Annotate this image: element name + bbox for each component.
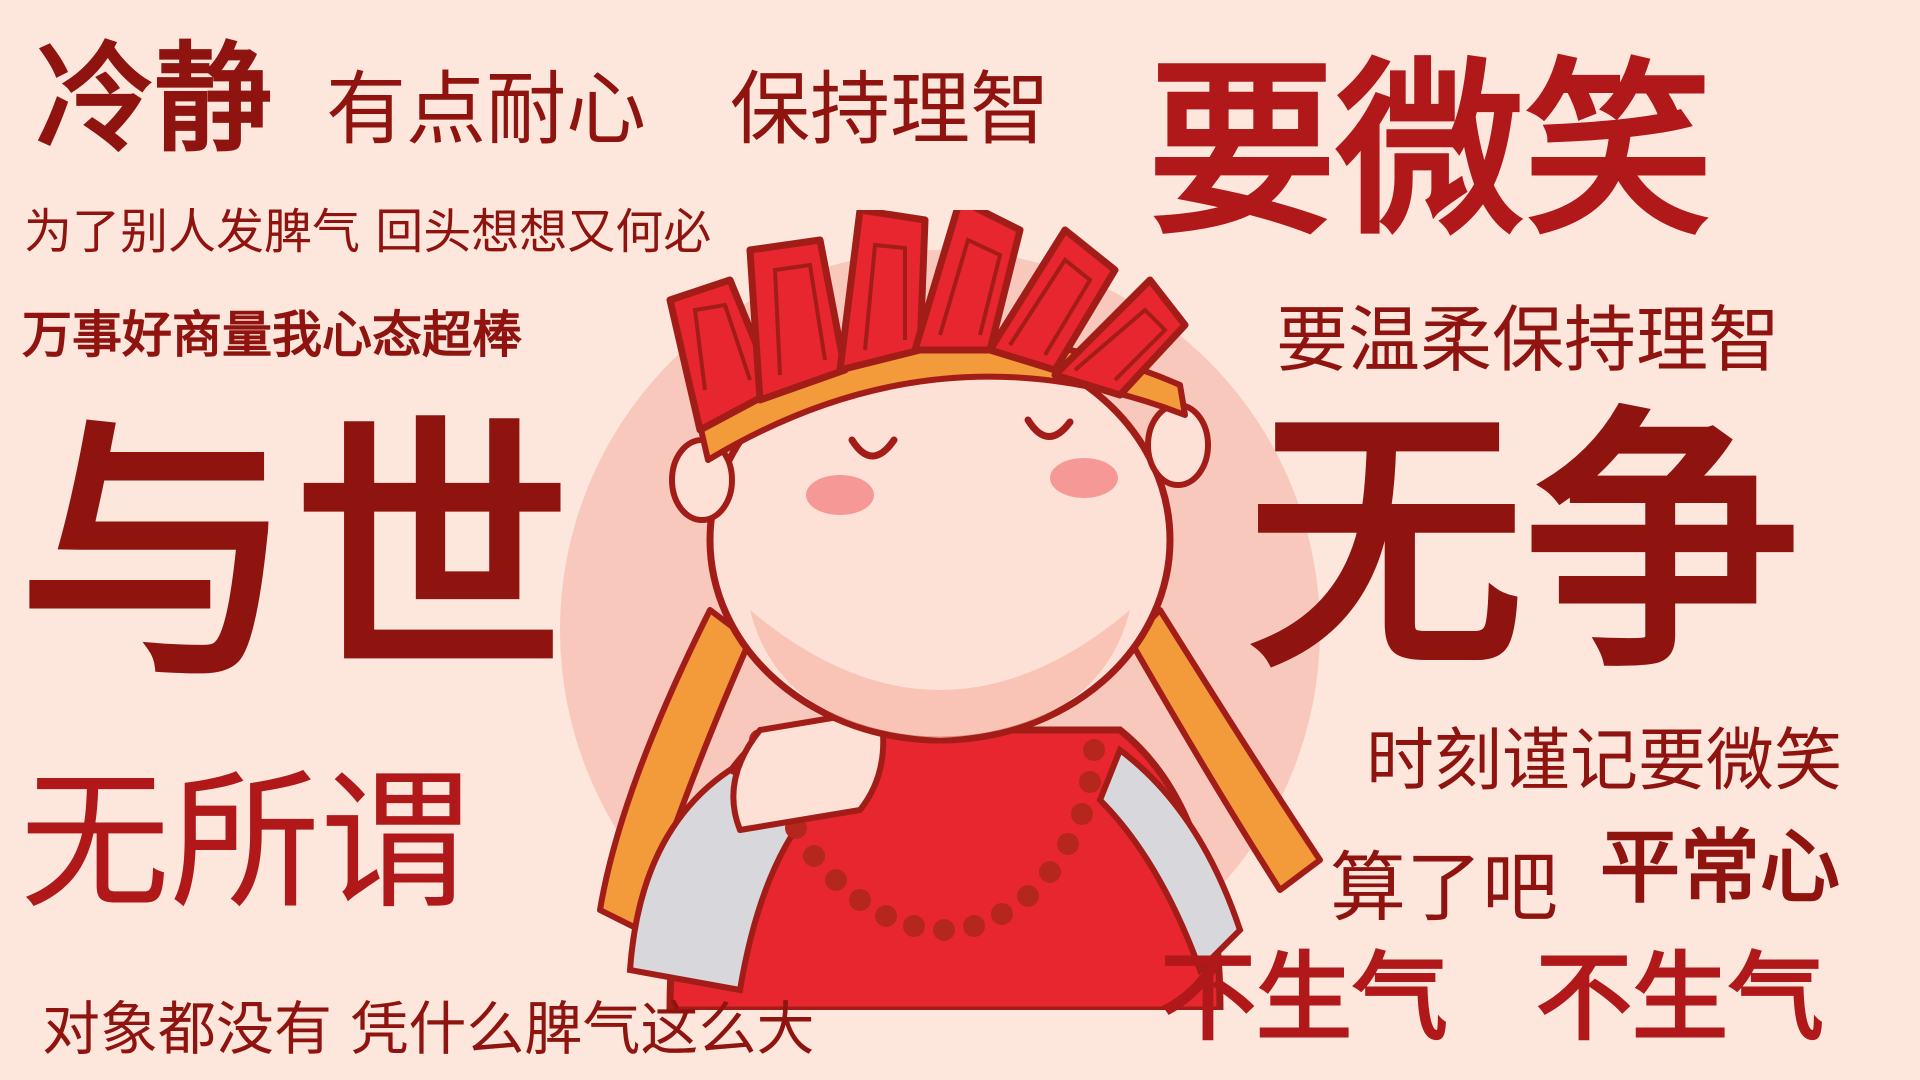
phrase-bushengqi-1: 不生气 [1160,942,1448,1054]
phrase-yushi: 与世 [18,395,570,716]
right-ribbon [1127,607,1323,893]
phrase-bushengqi-2: 不生气 [1536,942,1824,1054]
phrase-suanle: 算了吧 [1330,843,1558,932]
phrase-lengjing: 冷静 [36,30,273,168]
phrase-youdian-naixin: 有点耐心 [326,63,646,156]
crown-inner-lines [692,237,1168,391]
phrase-pingchangxin: 平常心 [1600,821,1840,914]
phrase-wusuowei: 无所谓 [20,756,471,930]
left-eye [848,436,898,460]
phrase-wenrou-line: 要温柔保持理智 [1276,298,1781,382]
right-sleeve [1096,745,1244,976]
phrase-wanshi-line: 万事好商量我心态超棒 [22,306,522,364]
phrase-shike-line: 时刻谨记要微笑 [1366,722,1843,801]
phrase-pieqi-line: 为了别人发脾气 回头想想又何必 [24,204,712,260]
monk-illustration [560,210,1323,1010]
phrase-duixiang-line: 对象都没有 凭什么脾气这么大 [42,995,815,1063]
phrase-baochi-lizhi: 保持理智 [730,63,1050,156]
praying-hand [730,707,887,833]
right-blush [1050,458,1118,498]
right-eye [1024,416,1074,440]
phrase-wuzheng: 无争 [1248,385,1800,706]
chin-shade [750,610,1130,738]
phrase-yao-weixiao: 要微笑 [1148,42,1712,261]
right-ear [1145,402,1211,488]
left-blush [806,475,874,515]
